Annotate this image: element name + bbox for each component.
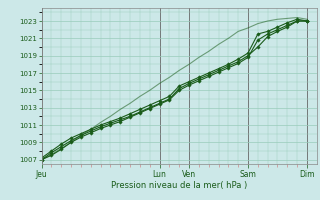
X-axis label: Pression niveau de la mer( hPa ): Pression niveau de la mer( hPa ) — [111, 181, 247, 190]
